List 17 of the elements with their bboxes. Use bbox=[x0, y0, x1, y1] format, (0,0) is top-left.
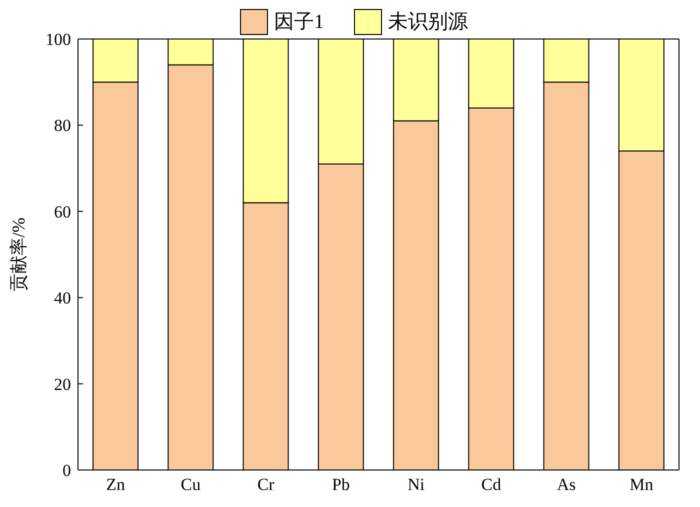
legend-label: 因子1 bbox=[274, 10, 324, 35]
y-tick-label: 40 bbox=[54, 288, 71, 308]
x-tick-label: Cd bbox=[481, 475, 502, 494]
x-tick-label: Pb bbox=[332, 475, 350, 494]
y-tick-label: 20 bbox=[54, 374, 71, 394]
x-tick-label: Mn bbox=[630, 475, 654, 494]
legend-label: 未识别源 bbox=[388, 10, 468, 35]
x-tick-label: As bbox=[556, 475, 576, 494]
x-tick-label: Zn bbox=[106, 475, 126, 494]
y-axis-title: 贡献率/% bbox=[8, 218, 28, 292]
x-tick-label: Cu bbox=[180, 475, 202, 494]
y-tick-label: 100 bbox=[46, 30, 71, 50]
x-tick-label: Cr bbox=[257, 475, 275, 494]
y-tick-label: 60 bbox=[54, 202, 71, 222]
x-tick-label: Ni bbox=[408, 475, 425, 494]
y-tick-label: 0 bbox=[62, 461, 71, 480]
y-tick-label: 80 bbox=[54, 116, 71, 136]
